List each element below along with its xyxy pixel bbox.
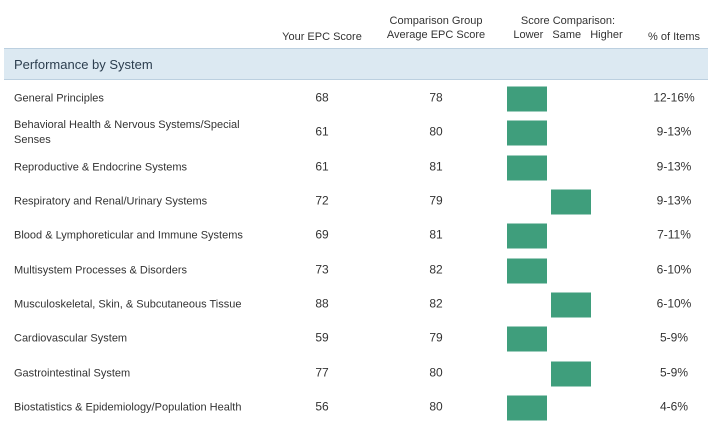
your-score: 59: [315, 330, 329, 345]
comparison-score: 81: [429, 227, 443, 242]
header-score-comparison: Score Comparison: Lower Same Higher: [500, 14, 636, 42]
comparison-score: 82: [429, 296, 443, 311]
header-comparison-line2: Average EPC Score: [386, 29, 486, 41]
pct-items: 4-6%: [659, 399, 688, 414]
table-row: Respiratory and Renal/Urinary Systems 72 7…: [4, 185, 708, 219]
score-comparison-bar-higher: [551, 292, 591, 318]
comparison-score: 79: [429, 330, 443, 345]
table-row: Reproductive & Endocrine Systems 61 81 9-13…: [4, 151, 708, 185]
your-score: 69: [315, 227, 329, 242]
score-comparison-bar-lower: [507, 395, 547, 421]
your-score: 77: [315, 365, 329, 380]
system-name: Reproductive & Endocrine Systems: [14, 161, 188, 174]
system-name: Musculoskeletal, Skin, & Subcutaneous Ti…: [14, 298, 242, 311]
score-comparison-bar-lower: [507, 326, 547, 352]
comparison-score: 81: [429, 159, 443, 174]
header-score-comparison-title: Score Comparison:: [520, 15, 616, 27]
pct-items: 9-13%: [656, 193, 692, 208]
header-same: Same: [552, 29, 582, 41]
comparison-score: 80: [429, 125, 443, 140]
rows-container: General Principles 68 78 12-16% Behavioral H…: [4, 82, 708, 425]
header-higher: Higher: [590, 29, 623, 41]
section-header: Performance by System: [4, 48, 708, 80]
comparison-score: 80: [429, 365, 443, 380]
pct-items: 6-10%: [656, 296, 692, 311]
your-score: 88: [315, 296, 329, 311]
system-name: Blood & Lymphoreticular and Immune Syste…: [14, 229, 243, 242]
header-your-score: Your EPC Score: [282, 31, 362, 43]
score-comparison-bar-lower: [507, 258, 547, 284]
system-name: Behavioral Health & Nervous Systems/Spec…: [14, 119, 240, 147]
your-score: 68: [315, 90, 329, 105]
your-score: 56: [315, 399, 329, 414]
score-comparison-bar-lower: [507, 86, 547, 112]
system-name: General Principles: [14, 92, 104, 105]
your-score: 61: [315, 125, 329, 140]
table-row: Blood & Lymphoreticular and Immune Syste…: [4, 219, 708, 253]
section-title: Performance by System: [14, 57, 153, 72]
table-row: General Principles 68 78 12-16%: [4, 82, 708, 116]
pct-items: 9-13%: [656, 159, 692, 174]
comparison-score: 78: [429, 90, 443, 105]
header-comparison-group: Comparison Group Average EPC Score: [376, 14, 496, 42]
comparison-score: 82: [429, 262, 443, 277]
your-score: 61: [315, 159, 329, 174]
table-header: Your EPC Score Comparison Group Average …: [0, 0, 720, 46]
pct-items: 9-13%: [656, 125, 692, 140]
pct-items: 5-9%: [659, 330, 688, 345]
pct-items: 6-10%: [656, 262, 692, 277]
score-comparison-bar-higher: [551, 361, 591, 387]
score-comparison-bar-lower: [507, 223, 547, 249]
score-comparison-bar-lower: [507, 120, 547, 146]
pct-items: 5-9%: [659, 365, 688, 380]
score-comparison-bar-lower: [507, 155, 547, 181]
system-name: Cardiovascular System: [14, 332, 128, 345]
table-row: Gastrointestinal System 77 80 5-9%: [4, 356, 708, 390]
pct-items: 7-11%: [657, 227, 691, 242]
your-score: 73: [315, 262, 329, 277]
header-pct-items: % of Items: [648, 31, 700, 43]
table-row: Biostatistics & Epidemiology/Population …: [4, 391, 708, 425]
system-name: Multisystem Processes & Disorders: [14, 264, 187, 277]
score-comparison-bar-higher: [551, 189, 591, 215]
comparison-score: 80: [429, 399, 443, 414]
table-row: Cardiovascular System 59 79 5-9%: [4, 322, 708, 356]
system-name: Biostatistics & Epidemiology/Population …: [14, 401, 242, 414]
header-score-scale: Lower Same Higher: [500, 28, 636, 42]
your-score: 72: [315, 193, 329, 208]
table-row: Multisystem Processes & Disorders 73 82 6-1…: [4, 253, 708, 287]
table-row: Behavioral Health & Nervous Systems/Spec…: [4, 116, 708, 150]
system-name: Respiratory and Renal/Urinary Systems: [14, 195, 208, 208]
system-name: Gastrointestinal System: [14, 367, 131, 380]
header-comparison-line1: Comparison Group: [389, 15, 483, 27]
header-lower: Lower: [513, 29, 544, 41]
table-row: Musculoskeletal, Skin, & Subcutaneous Ti…: [4, 288, 708, 322]
comparison-score: 79: [429, 193, 443, 208]
pct-items: 12-16%: [653, 90, 695, 105]
